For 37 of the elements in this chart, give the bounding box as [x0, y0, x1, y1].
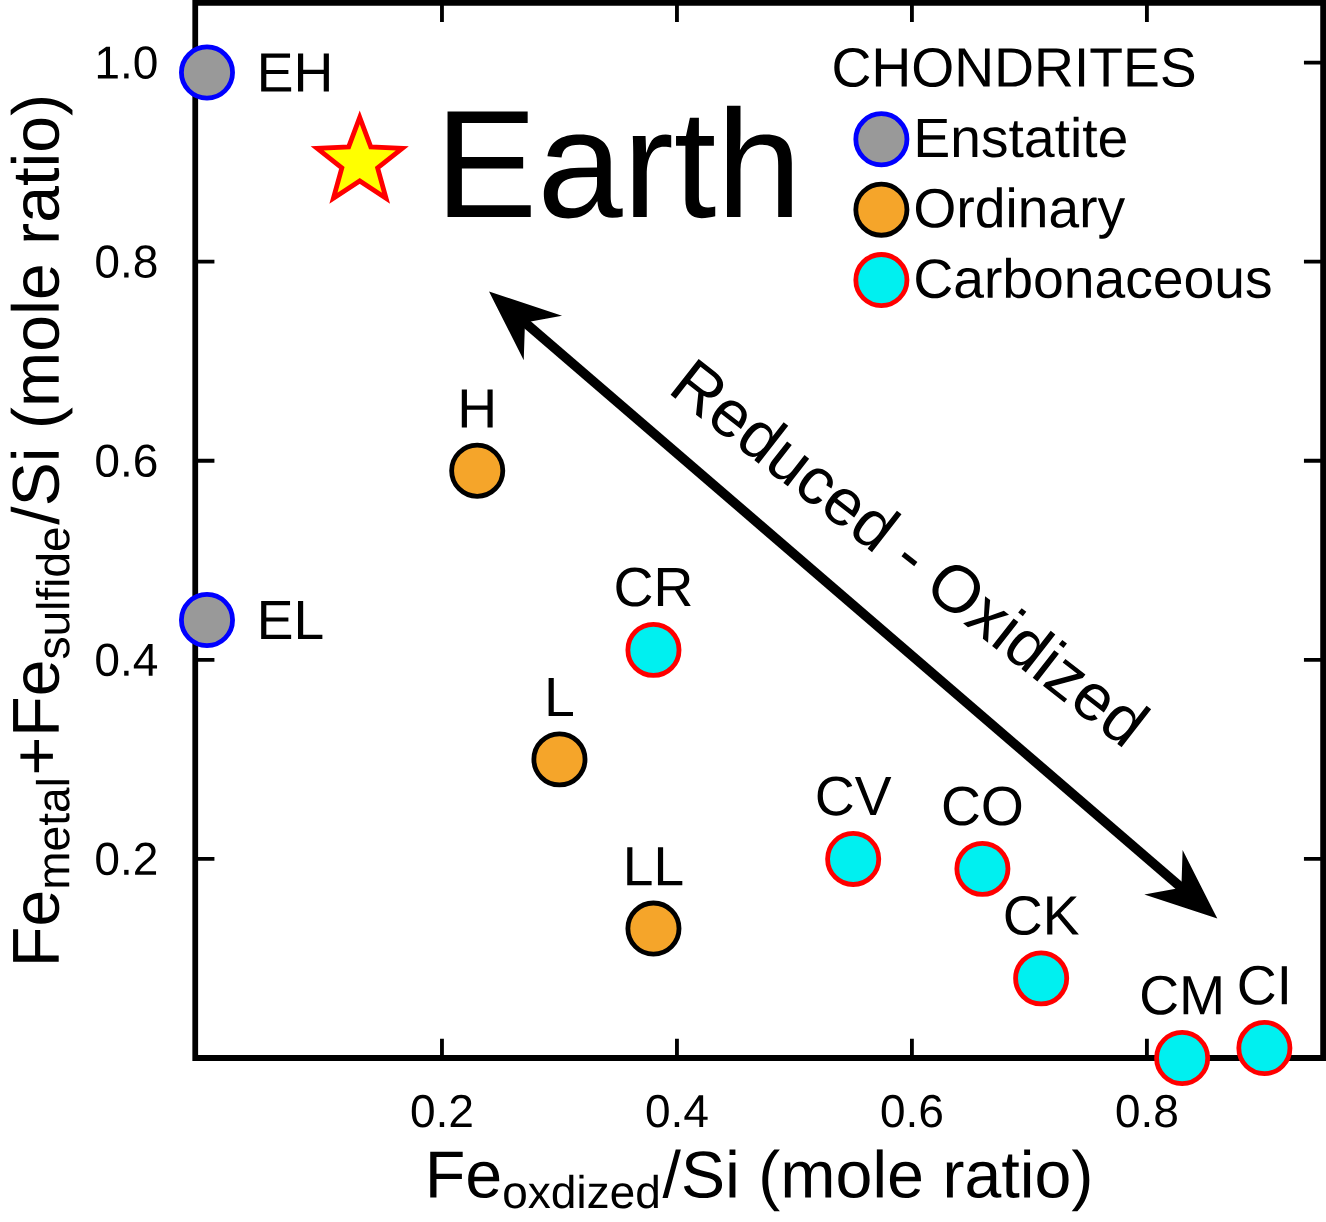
annotation: EH [261, 53, 329, 92]
y-tick-label: 1.0 [97, 46, 157, 79]
annotation: Earth [447, 105, 792, 219]
annotation: H [461, 389, 493, 428]
x-tick-label: 0.6 [881, 1094, 942, 1128]
point [825, 831, 882, 887]
annotation: CI [1239, 965, 1287, 1005]
y-tick-label: 0.8 [96, 245, 157, 279]
annotation: CO [943, 786, 1022, 826]
x-tick-label: 0.8 [1116, 1094, 1177, 1128]
legend-label: Enstatite [917, 116, 1126, 158]
point [1154, 1030, 1211, 1087]
point [1013, 950, 1070, 1007]
point [449, 442, 506, 499]
annotation: CM [1142, 975, 1221, 1015]
annotation: CV [817, 776, 892, 816]
legend-label: Ordinary [915, 187, 1126, 239]
annotation: EL [261, 601, 323, 640]
annotation: CR [616, 567, 691, 607]
y-tick-label: 0.2 [96, 842, 157, 876]
x-tick-label: 0.2 [411, 1094, 472, 1128]
y-tick-label: 0.6 [96, 444, 157, 478]
annotation: CK [1005, 896, 1079, 936]
y-axis-title: Fe$_{metal}$+Fe$_{sulfide}$/Si (mole ratio) [10, 98, 73, 962]
point [179, 44, 235, 101]
legend-title: CHONDRITES [834, 48, 1195, 88]
x-tick-label: 0.4 [646, 1094, 708, 1128]
point [531, 731, 588, 788]
annotation: L [548, 678, 573, 717]
x-axis-title: Fe$_{oxdized}$/Si (mole ratio) [430, 1149, 1090, 1212]
y-tick-label: 0.4 [96, 643, 158, 677]
point [625, 900, 682, 957]
point [954, 840, 1011, 897]
point [179, 592, 235, 649]
legend-label: Carbonaceous [916, 257, 1271, 299]
annotation: LL [627, 847, 683, 886]
point [625, 621, 682, 678]
